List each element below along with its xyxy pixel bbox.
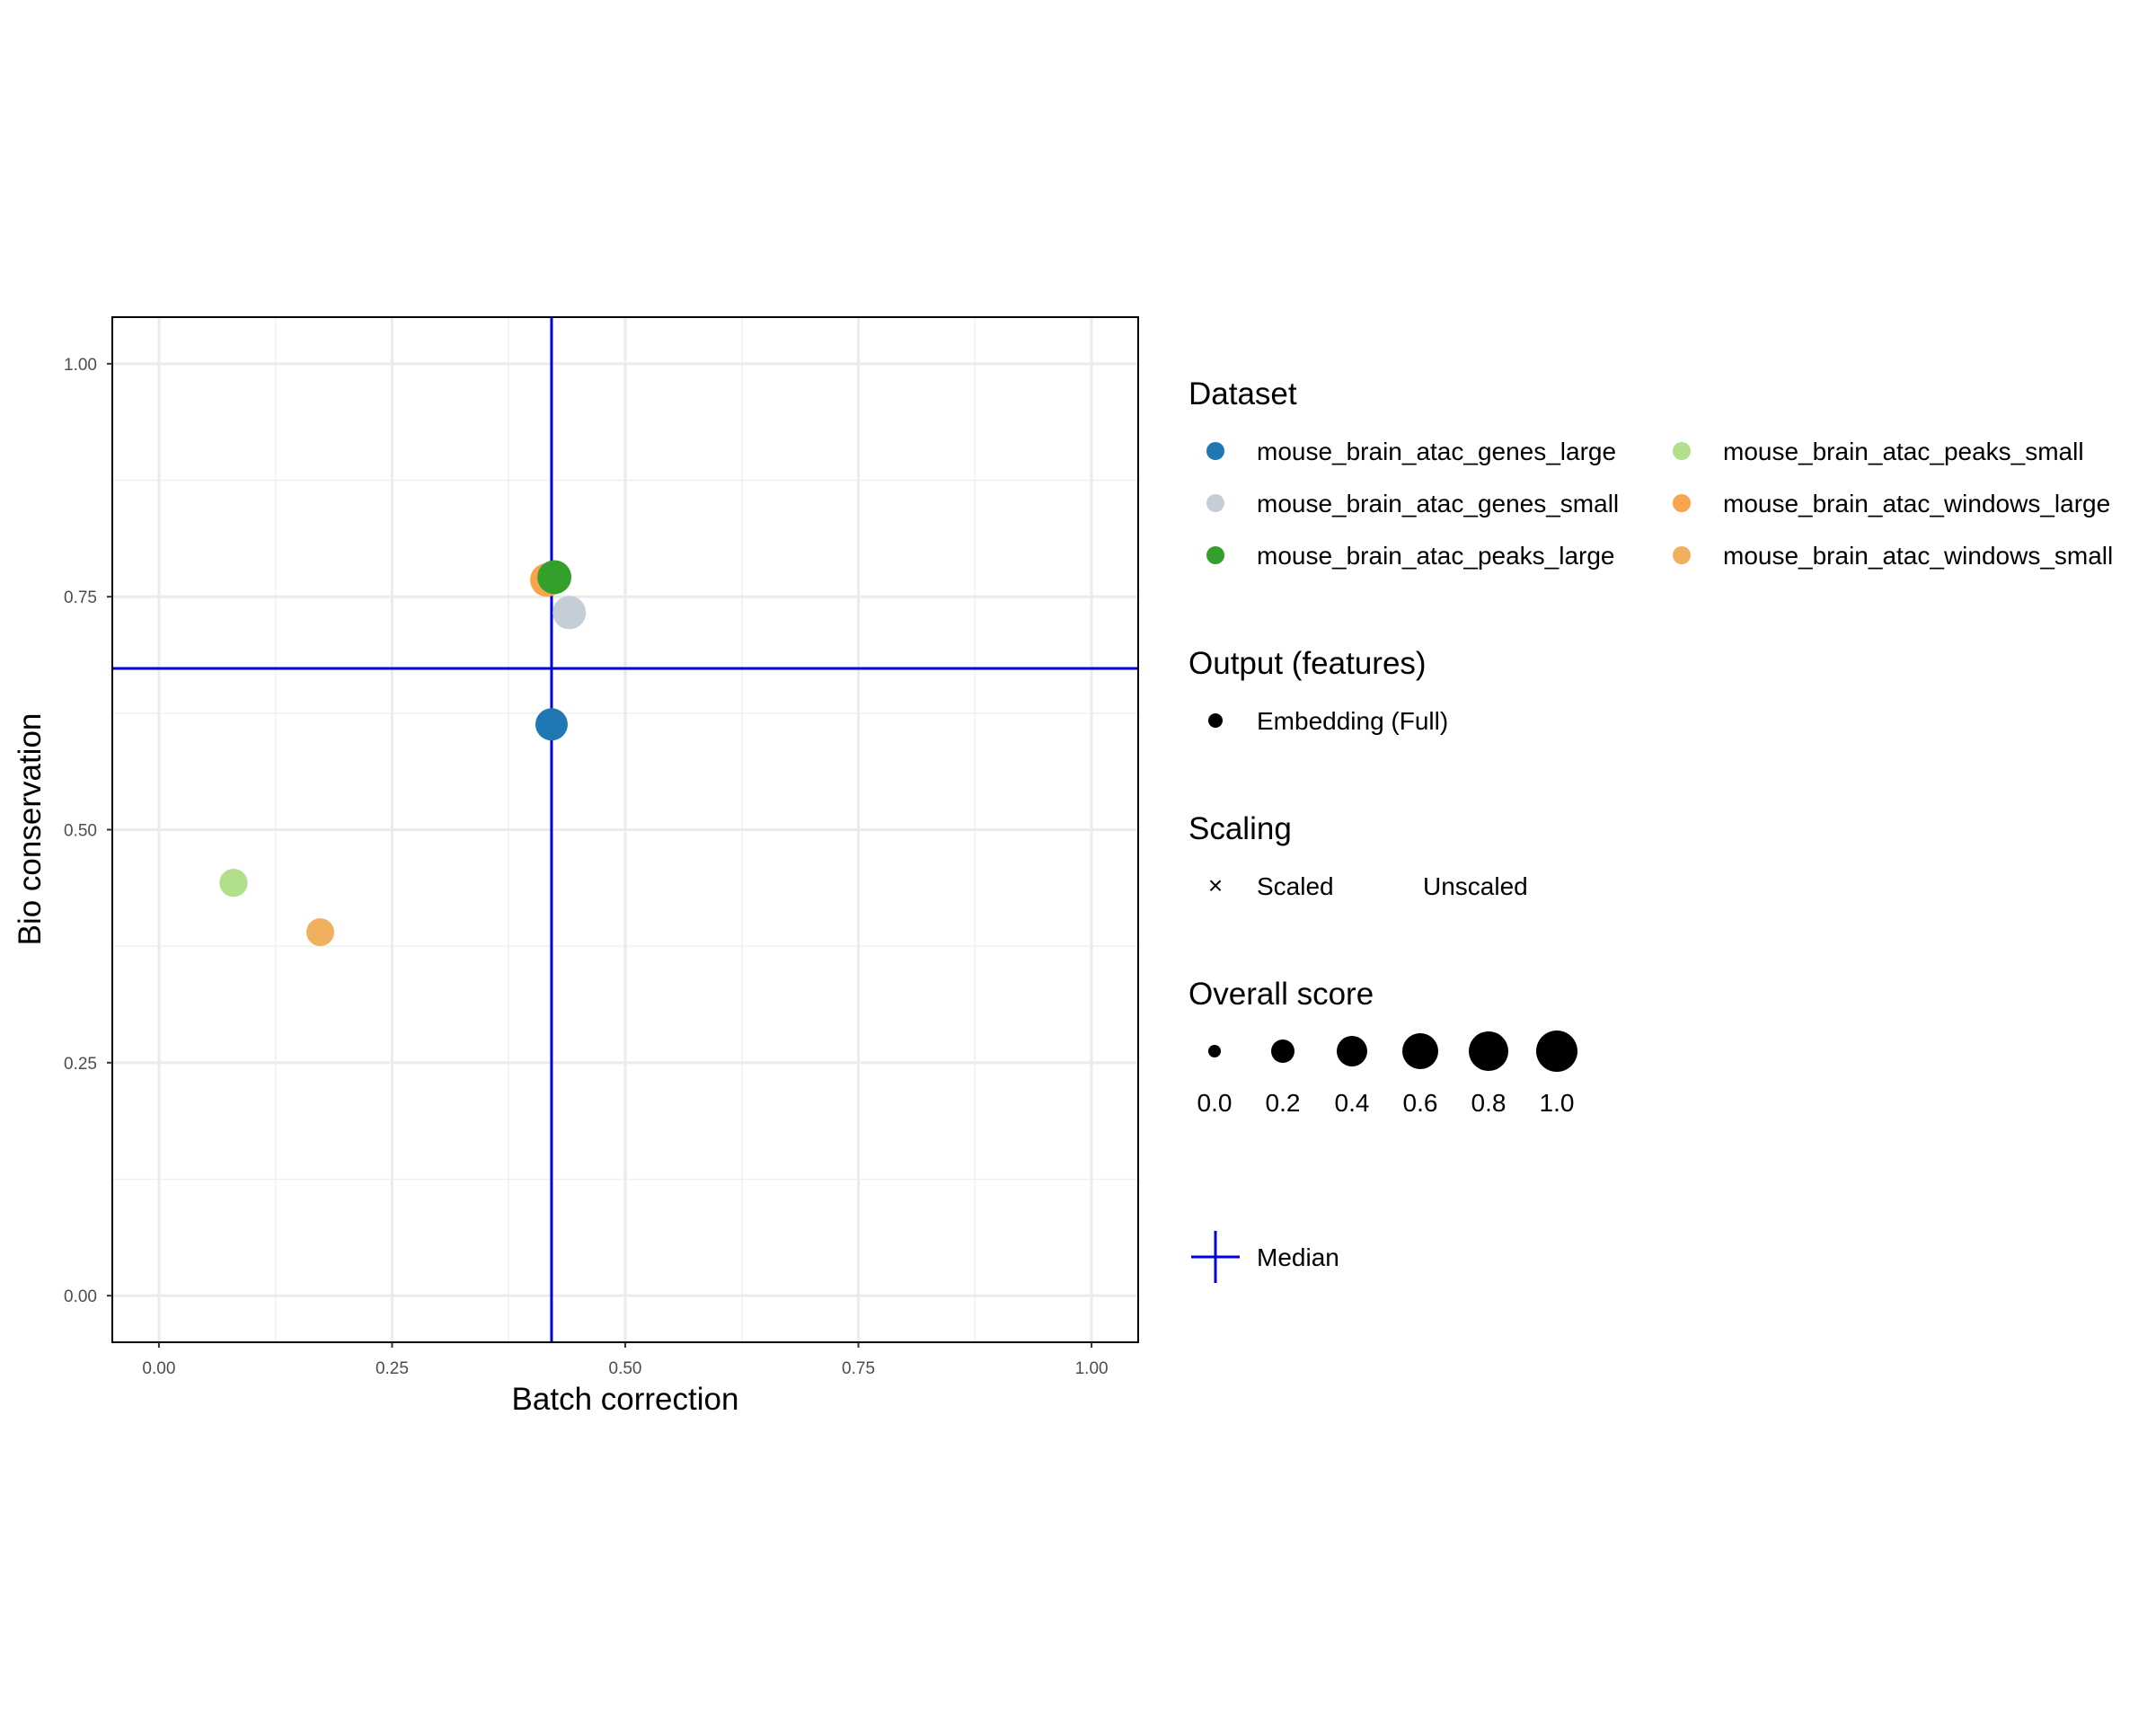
legend-dataset-swatch (1206, 546, 1224, 564)
legend-score-label: 0.6 (1403, 1089, 1438, 1117)
legend-scaling-label: Unscaled (1423, 872, 1528, 900)
data-point (552, 596, 587, 630)
gridlines (112, 317, 1138, 1342)
legend-dataset-item: mouse_brain_atac_peaks_large (1206, 542, 1615, 570)
y-tick-label: 0.75 (64, 588, 97, 607)
y-tick-label: 1.00 (64, 356, 97, 375)
legend-output: Output (features) Embedding (Full) (1188, 646, 1448, 735)
legend-output-label: Embedding (Full) (1257, 707, 1448, 735)
legend-dataset-label: mouse_brain_atac_genes_small (1257, 490, 1619, 518)
data-point (306, 918, 335, 947)
legend-dataset-label: mouse_brain_atac_genes_large (1257, 438, 1616, 465)
legend-dataset-item: mouse_brain_atac_peaks_small (1673, 438, 2084, 465)
legend-score-label: 0.4 (1335, 1089, 1370, 1117)
legend-score-circle (1469, 1031, 1508, 1071)
x-tick-label: 0.50 (609, 1359, 642, 1378)
y-axis-ticks: 0.00 0.25 0.50 0.75 1.00 (64, 356, 112, 1306)
data-point (537, 560, 572, 595)
legend-score-circle (1208, 1045, 1221, 1057)
legend-score-label: 1.0 (1540, 1089, 1575, 1117)
x-axis-title: Batch correction (512, 1382, 739, 1417)
legend-dataset-label: mouse_brain_atac_peaks_large (1257, 542, 1615, 570)
legend-dataset-swatch (1673, 494, 1691, 512)
y-tick-label: 0.00 (64, 1287, 97, 1306)
legend-score-circle (1271, 1039, 1294, 1063)
legend-dataset-item: mouse_brain_atac_genes_small (1206, 490, 1619, 518)
y-tick-label: 0.50 (64, 822, 97, 841)
y-tick-label: 0.25 (64, 1055, 97, 1074)
legend-median: Median (1191, 1231, 1339, 1283)
legend-dataset-label: mouse_brain_atac_windows_large (1723, 490, 2110, 518)
legend-median-label: Median (1257, 1243, 1339, 1271)
legend-dataset-label: mouse_brain_atac_windows_small (1723, 542, 2113, 570)
x-tick-label: 0.25 (376, 1359, 409, 1378)
x-tick-label: 0.75 (842, 1359, 875, 1378)
scaled-cross-icon: × (1208, 871, 1223, 899)
legend-dataset-item: mouse_brain_atac_windows_small (1673, 542, 2113, 570)
legend-scaling: Scaling × Scaled Unscaled (1188, 811, 1528, 900)
data-points (219, 560, 587, 947)
legend-dataset: Dataset mouse_brain_atac_genes_large mou… (1188, 376, 2113, 570)
legend-score-circle (1536, 1031, 1577, 1072)
legend-dataset-item: mouse_brain_atac_genes_large (1206, 438, 1616, 465)
data-point (219, 868, 248, 898)
legend-scaling-label: Scaled (1257, 872, 1334, 900)
legend-dataset-swatch (1673, 442, 1691, 460)
legend-overall-score: Overall score 0.0 0.2 0.4 0.6 0.8 1.0 (1188, 977, 1577, 1117)
legend-output-swatch (1208, 713, 1223, 728)
y-axis-title: Bio conservation (13, 713, 48, 946)
legend-scaling-title: Scaling (1188, 811, 1292, 846)
legend-dataset-title: Dataset (1188, 376, 1297, 411)
legend-output-title: Output (features) (1188, 646, 1427, 681)
legend-score-circle (1337, 1036, 1367, 1066)
legend-score-label: 0.0 (1197, 1089, 1233, 1117)
median-lines (112, 317, 1138, 1342)
legend-dataset-swatch (1206, 442, 1224, 460)
legend-score-label: 0.8 (1471, 1089, 1507, 1117)
data-point (535, 708, 568, 741)
legend-dataset-swatch (1673, 546, 1691, 564)
x-axis-ticks: 0.00 0.25 0.50 0.75 1.00 (142, 1342, 1109, 1378)
legend-score-title: Overall score (1188, 977, 1374, 1012)
x-tick-label: 0.00 (142, 1359, 175, 1378)
plot-panel (111, 316, 1139, 1343)
legend-dataset-item: mouse_brain_atac_windows_large (1673, 490, 2110, 518)
legend-score-circle (1402, 1033, 1438, 1069)
legend-dataset-label: mouse_brain_atac_peaks_small (1723, 438, 2084, 465)
x-tick-label: 1.00 (1075, 1359, 1109, 1378)
legend-score-label: 0.2 (1266, 1089, 1301, 1117)
legend-dataset-swatch (1206, 494, 1224, 512)
